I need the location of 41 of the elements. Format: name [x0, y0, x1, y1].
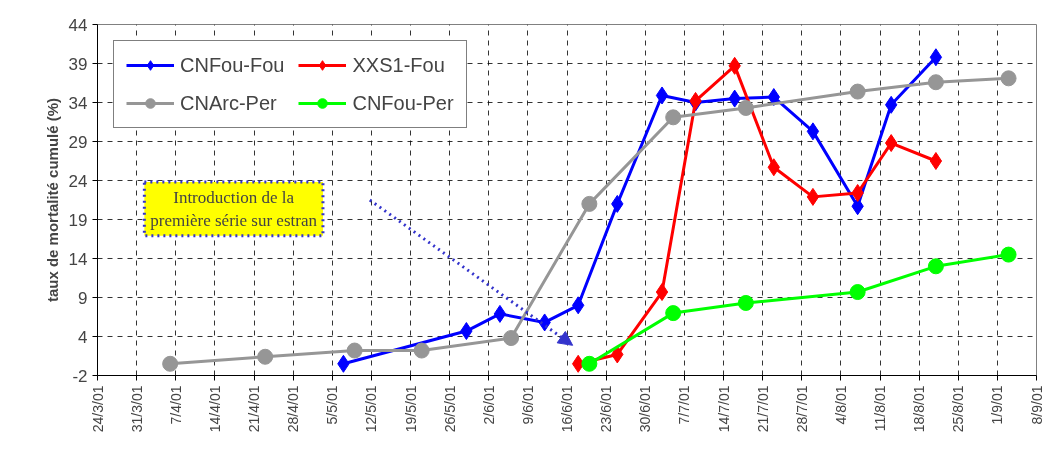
y-tick-label: 29	[68, 132, 88, 152]
x-tick-label: 28/4/01	[285, 385, 302, 433]
x-tick-label: 4/8/01	[832, 385, 849, 425]
x-tick-label: 30/6/01	[637, 385, 654, 433]
x-tick-label: 31/3/01	[128, 385, 145, 433]
y-tick-label: 39	[68, 54, 88, 74]
x-tick-label: 14/7/01	[715, 385, 732, 433]
x-tick-label: 18/8/01	[911, 385, 928, 433]
annotation: Introduction de la première série sur estran	[150, 187, 318, 230]
x-tick-label: 25/8/01	[950, 385, 967, 433]
x-tick-label: 11/8/01	[872, 385, 888, 432]
x-tick-label: 2/6/01	[480, 385, 497, 425]
x-tick-label: 14/4/01	[206, 385, 223, 433]
x-tick-label: 7/4/01	[167, 385, 184, 425]
x-tick-label: 1/9/01	[989, 385, 1006, 425]
x-tick-label: 5/5/01	[324, 385, 341, 425]
y-tick-label: 44	[68, 15, 88, 35]
y-tick-label: -2	[72, 366, 88, 386]
x-tick-label: 9/6/01	[519, 385, 536, 425]
x-tick-label: 24/3/01	[89, 385, 106, 433]
x-tick-label: 26/5/01	[441, 385, 458, 433]
x-tick-label: 16/6/01	[559, 385, 575, 433]
legend-label: CNFou-Fou	[180, 53, 285, 77]
x-tick-label: 8/9/01	[1028, 385, 1045, 425]
y-tick-label: 34	[68, 93, 88, 113]
x-tick-label: 21/4/01	[246, 385, 262, 433]
y-axis-title: taux de mortalité cumulé (%)	[43, 97, 61, 303]
legend-label: XXS1-Fou	[352, 53, 445, 77]
x-tick-label: 23/6/01	[598, 385, 615, 433]
y-tick-label: 19	[68, 210, 88, 230]
x-tick-label: 12/5/01	[363, 385, 380, 433]
y-tick-label: 4	[78, 327, 88, 347]
y-tick-label: 14	[68, 249, 88, 269]
x-tick-label: 28/7/01	[793, 385, 810, 433]
y-tick-label: 24	[68, 171, 88, 191]
legend-label: CNArc-Per	[180, 91, 277, 115]
y-tick-label: 9	[78, 288, 88, 308]
x-tick-label: 7/7/01	[676, 385, 693, 425]
legend-label: CNFou-Per	[352, 91, 454, 115]
x-tick-label: 19/5/01	[402, 385, 419, 433]
x-tick-label: 21/7/01	[754, 385, 771, 433]
